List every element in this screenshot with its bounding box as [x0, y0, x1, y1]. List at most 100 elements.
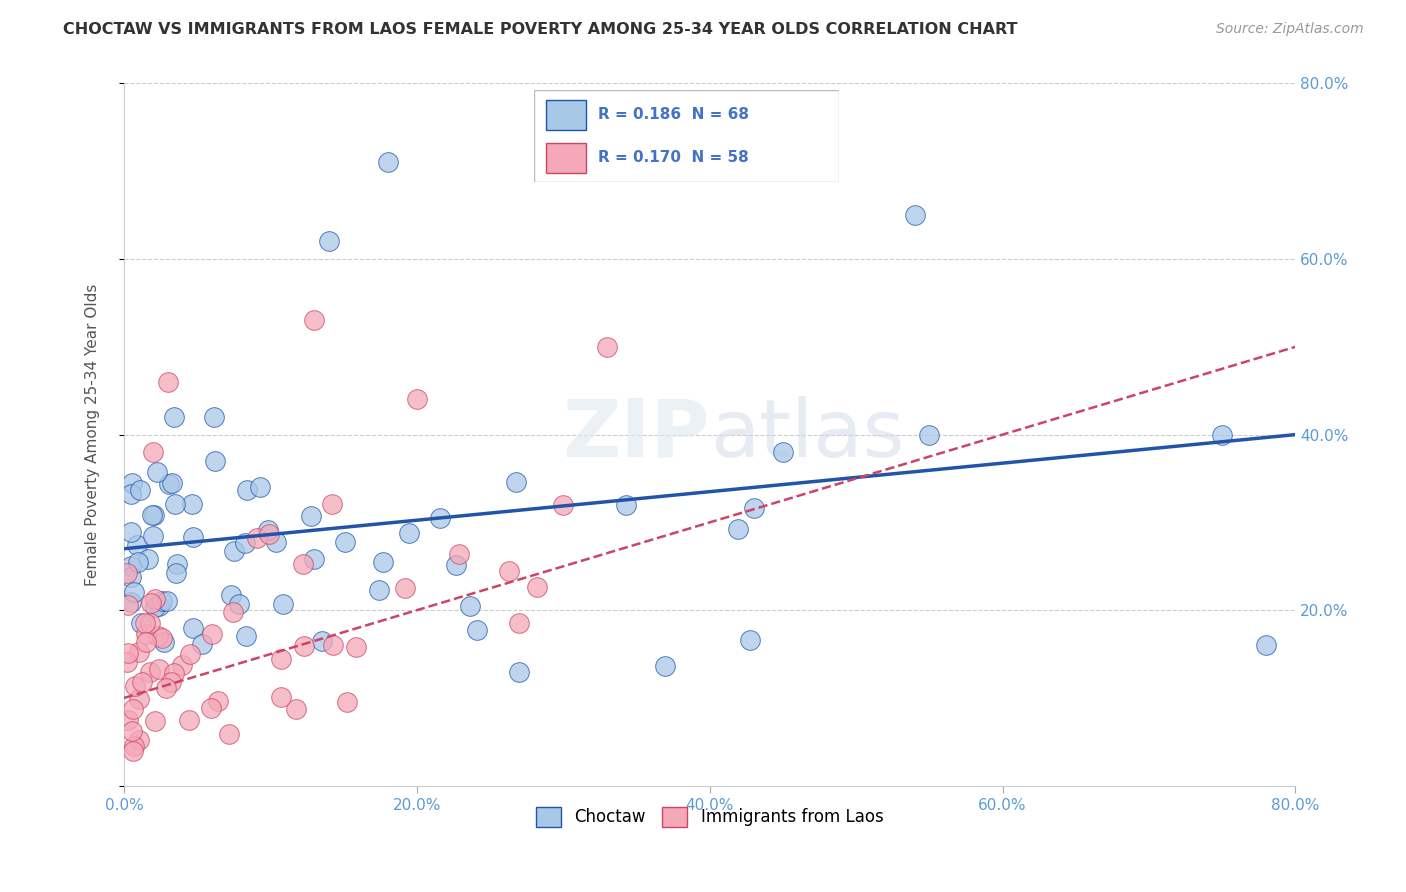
Immigrants from Laos [131, 675, 153, 690]
Immigrants from Laos [405, 392, 427, 407]
Choctaw [127, 555, 149, 569]
Choctaw [152, 635, 174, 649]
Text: Source: ZipAtlas.com: Source: ZipAtlas.com [1216, 22, 1364, 37]
Immigrants from Laos [284, 702, 307, 716]
Choctaw [181, 621, 204, 635]
Immigrants from Laos [122, 702, 145, 716]
Immigrants from Laos [139, 615, 162, 630]
Text: ZIP: ZIP [562, 396, 710, 474]
Choctaw [204, 453, 226, 467]
Choctaw [1211, 427, 1233, 442]
Immigrants from Laos [246, 531, 269, 545]
Choctaw [727, 522, 749, 536]
Choctaw [120, 570, 142, 584]
Choctaw [121, 476, 143, 491]
Choctaw [904, 208, 927, 222]
Immigrants from Laos [115, 566, 138, 581]
Choctaw [249, 480, 271, 494]
Choctaw [183, 530, 205, 544]
Immigrants from Laos [270, 651, 292, 665]
Choctaw [465, 623, 488, 637]
Immigrants from Laos [143, 592, 166, 607]
Choctaw [136, 552, 159, 566]
Choctaw [146, 465, 169, 479]
Choctaw [1256, 638, 1278, 652]
Choctaw [233, 536, 256, 550]
Choctaw [444, 558, 467, 572]
Immigrants from Laos [553, 498, 575, 512]
Immigrants from Laos [394, 581, 416, 595]
Choctaw [181, 497, 204, 511]
Choctaw [142, 529, 165, 543]
Choctaw [191, 637, 214, 651]
Choctaw [740, 632, 762, 647]
Immigrants from Laos [138, 665, 160, 679]
Immigrants from Laos [163, 666, 186, 681]
Choctaw [120, 487, 142, 501]
Choctaw [458, 599, 481, 613]
Immigrants from Laos [143, 714, 166, 729]
Text: CHOCTAW VS IMMIGRANTS FROM LAOS FEMALE POVERTY AMONG 25-34 YEAR OLDS CORRELATION: CHOCTAW VS IMMIGRANTS FROM LAOS FEMALE P… [63, 22, 1018, 37]
Choctaw [318, 235, 340, 249]
Immigrants from Laos [336, 695, 359, 709]
Immigrants from Laos [344, 640, 367, 655]
Choctaw [271, 597, 294, 611]
Choctaw [429, 511, 451, 525]
Immigrants from Laos [200, 701, 222, 715]
Choctaw [377, 155, 399, 169]
Immigrants from Laos [207, 694, 229, 708]
Immigrants from Laos [124, 679, 146, 693]
Immigrants from Laos [179, 714, 201, 728]
Choctaw [302, 552, 325, 566]
Choctaw [120, 524, 142, 539]
Immigrants from Laos [117, 713, 139, 727]
Immigrants from Laos [146, 629, 169, 643]
Immigrants from Laos [172, 658, 194, 673]
Choctaw [505, 475, 527, 490]
Choctaw [165, 566, 187, 581]
Immigrants from Laos [128, 733, 150, 747]
Immigrants from Laos [117, 647, 139, 661]
Choctaw [143, 600, 166, 615]
Choctaw [150, 594, 173, 608]
Legend: Choctaw, Immigrants from Laos: Choctaw, Immigrants from Laos [529, 800, 890, 834]
Choctaw [120, 558, 142, 573]
Immigrants from Laos [115, 655, 138, 669]
Immigrants from Laos [148, 661, 170, 675]
Choctaw [299, 508, 322, 523]
Choctaw [156, 594, 179, 608]
Immigrants from Laos [596, 340, 619, 354]
Immigrants from Laos [508, 615, 530, 630]
Choctaw [129, 483, 152, 497]
Immigrants from Laos [156, 375, 179, 389]
Immigrants from Laos [292, 558, 315, 572]
Immigrants from Laos [122, 744, 145, 758]
Choctaw [236, 483, 259, 497]
Choctaw [508, 665, 530, 679]
Immigrants from Laos [321, 497, 343, 511]
Choctaw [141, 508, 163, 522]
Y-axis label: Female Poverty Among 25-34 Year Olds: Female Poverty Among 25-34 Year Olds [86, 284, 100, 586]
Choctaw [333, 535, 356, 549]
Choctaw [371, 555, 394, 569]
Immigrants from Laos [498, 564, 520, 578]
Immigrants from Laos [134, 615, 156, 630]
Choctaw [120, 595, 142, 609]
Choctaw [166, 558, 188, 572]
Immigrants from Laos [117, 598, 139, 612]
Immigrants from Laos [322, 639, 344, 653]
Choctaw [165, 497, 187, 511]
Text: atlas: atlas [710, 396, 904, 474]
Choctaw [235, 630, 257, 644]
Immigrants from Laos [124, 739, 146, 753]
Immigrants from Laos [270, 690, 292, 704]
Choctaw [129, 616, 152, 631]
Immigrants from Laos [135, 635, 157, 649]
Choctaw [221, 588, 243, 602]
Immigrants from Laos [128, 645, 150, 659]
Immigrants from Laos [135, 626, 157, 640]
Choctaw [224, 544, 246, 558]
Immigrants from Laos [150, 631, 173, 645]
Immigrants from Laos [526, 581, 548, 595]
Choctaw [148, 599, 170, 613]
